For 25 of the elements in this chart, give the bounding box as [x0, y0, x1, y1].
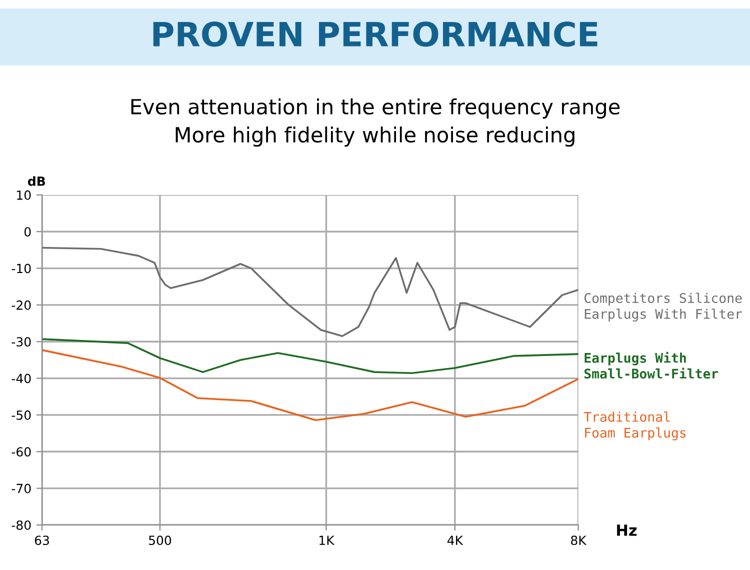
y-tick-label: -50 — [12, 410, 31, 420]
y-axis-title: dB — [28, 176, 45, 186]
chart-subtitle: Even attenuation in the entire frequency range More high fidelity while noise reducing — [131, 98, 620, 147]
y-tick-label: -80 — [12, 520, 31, 530]
series-label: Earplugs With Small-Bowl-Filter — [584, 352, 718, 379]
x-tick-label: 8K — [571, 536, 587, 546]
x-tick-label: 1K — [320, 536, 335, 545]
y-tick-label: -70 — [12, 484, 31, 494]
y-tick-label: -10 — [12, 264, 31, 274]
x-tick-label: 500 — [149, 536, 172, 546]
text: Traditional Foam Earplugs — [584, 412, 686, 440]
line-series — [42, 338, 578, 374]
line-series — [42, 246, 578, 338]
y-tick-label: -20 — [12, 300, 31, 310]
y-tick-label: -60 — [12, 447, 31, 457]
y-tick-label: 10 — [17, 190, 31, 200]
line-series — [42, 349, 578, 421]
x-tick-label: 63 — [34, 536, 49, 546]
x-axis-title: Hz — [617, 524, 637, 536]
y-tick-label: 0 — [24, 227, 31, 237]
series-label: Competitors Silicone Earplugs With Filter — [584, 292, 742, 322]
y-tick-label: -40 — [12, 374, 31, 384]
chart-title: PROVEN PERFORMANCE — [153, 22, 598, 47]
x-tick-label: 4K — [447, 536, 464, 545]
y-tick-label: -30 — [12, 337, 31, 347]
